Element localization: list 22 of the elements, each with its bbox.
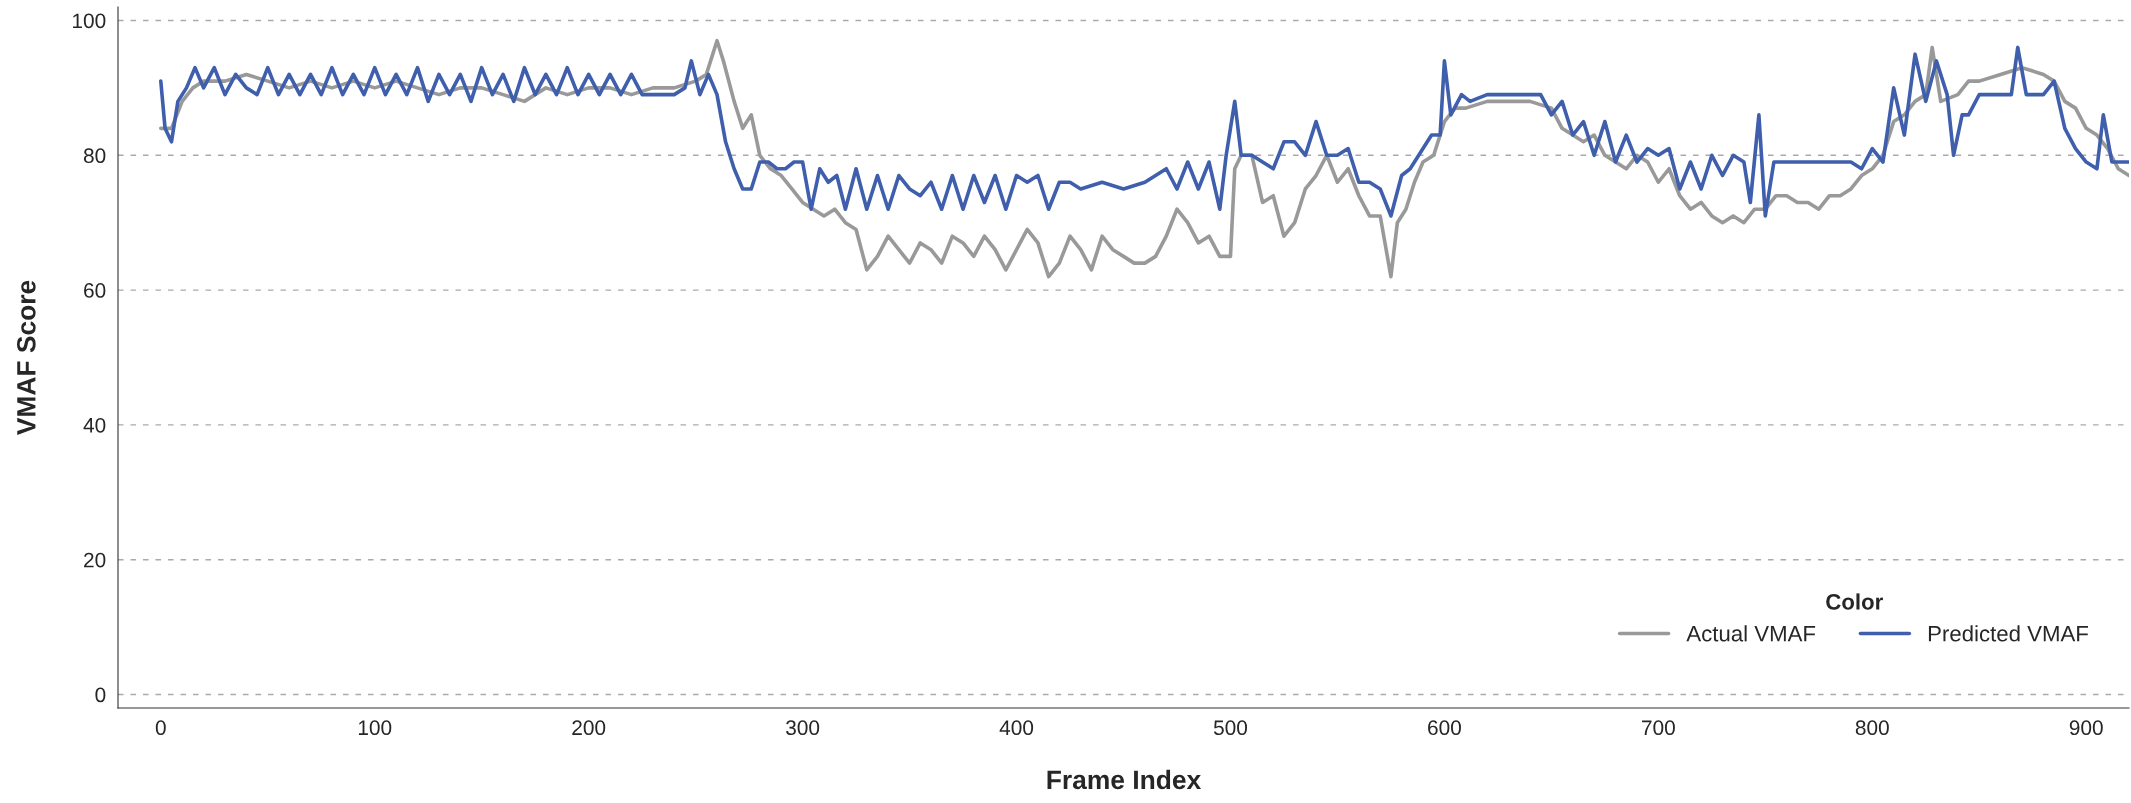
legend-label: Actual VMAF — [1686, 625, 1816, 642]
x-tick-label: 200 — [572, 720, 606, 736]
x-tick-label: 500 — [1213, 720, 1248, 736]
y-tick-label: 20 — [84, 552, 106, 568]
x-tick-label: 400 — [999, 720, 1034, 736]
legend-label: Predicted VMAF — [1928, 625, 2089, 642]
y-tick-label: 40 — [83, 417, 106, 433]
x-tick-label: 800 — [1855, 720, 1889, 736]
y-axis-title: VMAF Score — [16, 280, 36, 436]
x-tick-label: 100 — [358, 720, 392, 736]
line-series — [158, 45, 2129, 218]
x-tick-label: 900 — [2069, 720, 2103, 736]
x-tick-label: 700 — [1642, 720, 1675, 736]
legend-title: Color — [1826, 593, 1883, 610]
y-tick-label: 100 — [73, 13, 106, 29]
y-tick-label: 80 — [83, 148, 106, 164]
x-tick-label: 600 — [1428, 720, 1461, 736]
y-tick-label: 60 — [84, 283, 106, 298]
x-axis-title: Frame Index — [1047, 769, 1202, 790]
y-tick-label: 0 — [95, 687, 106, 703]
x-tick-label: 0 — [155, 720, 166, 736]
x-tick-label: 300 — [786, 720, 820, 736]
